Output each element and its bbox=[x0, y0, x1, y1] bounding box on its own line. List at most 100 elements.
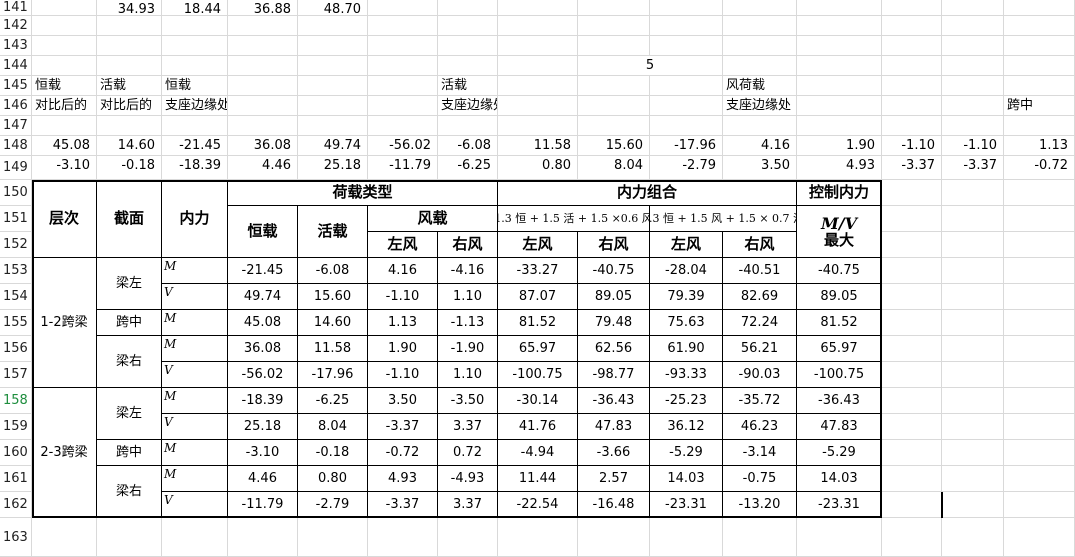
table-cell[interactable]: -4.94 bbox=[498, 440, 578, 466]
empty-cell[interactable] bbox=[97, 36, 162, 56]
cell[interactable]: 支座边缘处 bbox=[723, 96, 797, 116]
cell[interactable]: -11.79 bbox=[368, 156, 438, 180]
empty-cell[interactable] bbox=[1004, 232, 1075, 258]
cell[interactable]: 8.04 bbox=[578, 156, 650, 180]
empty-cell[interactable] bbox=[1004, 116, 1075, 136]
empty-cell[interactable] bbox=[797, 16, 882, 36]
table-cell[interactable]: 79.48 bbox=[578, 310, 650, 336]
cell[interactable]: -21.45 bbox=[162, 136, 228, 156]
table-cell[interactable]: 72.24 bbox=[723, 310, 797, 336]
table-cell[interactable]: 75.63 bbox=[650, 310, 723, 336]
empty-cell[interactable] bbox=[298, 16, 368, 36]
empty-cell[interactable] bbox=[882, 362, 942, 388]
table-cell[interactable]: -18.39 bbox=[228, 388, 298, 414]
empty-cell[interactable] bbox=[797, 116, 882, 136]
empty-cell[interactable] bbox=[797, 0, 882, 16]
table-cell[interactable]: -98.77 bbox=[578, 362, 650, 388]
table-cell[interactable]: 56.21 bbox=[723, 336, 797, 362]
table-cell[interactable]: -40.51 bbox=[723, 258, 797, 284]
empty-cell[interactable] bbox=[1004, 16, 1075, 36]
empty-cell[interactable] bbox=[1004, 258, 1075, 284]
empty-cell[interactable] bbox=[882, 310, 942, 336]
empty-cell[interactable] bbox=[723, 36, 797, 56]
empty-cell[interactable] bbox=[882, 96, 942, 116]
empty-cell[interactable] bbox=[438, 36, 498, 56]
cell[interactable]: -6.08 bbox=[438, 136, 498, 156]
empty-cell[interactable] bbox=[1004, 388, 1075, 414]
empty-cell[interactable] bbox=[723, 0, 797, 16]
cell[interactable]: 49.74 bbox=[298, 136, 368, 156]
table-cell[interactable]: 25.18 bbox=[228, 414, 298, 440]
empty-cell[interactable] bbox=[578, 96, 650, 116]
empty-cell[interactable] bbox=[498, 518, 578, 557]
cell[interactable]: -0.72 bbox=[1004, 156, 1075, 180]
empty-cell[interactable] bbox=[97, 16, 162, 36]
empty-cell[interactable] bbox=[32, 116, 97, 136]
cell[interactable]: -3.37 bbox=[942, 156, 1004, 180]
cell[interactable]: -1.10 bbox=[882, 136, 942, 156]
cell[interactable]: 4.93 bbox=[797, 156, 882, 180]
table-cell[interactable]: -40.75 bbox=[797, 258, 882, 284]
cell[interactable]: 恒载 bbox=[162, 76, 228, 96]
empty-cell[interactable] bbox=[368, 16, 438, 36]
empty-cell[interactable] bbox=[498, 56, 578, 76]
table-cell[interactable]: -1.10 bbox=[368, 362, 438, 388]
table-cell[interactable]: 4.46 bbox=[228, 466, 298, 492]
empty-cell[interactable] bbox=[650, 518, 723, 557]
row-header[interactable]: 160 bbox=[0, 440, 32, 466]
table-cell[interactable]: 0.80 bbox=[298, 466, 368, 492]
empty-cell[interactable] bbox=[32, 36, 97, 56]
table-cell[interactable]: 4.16 bbox=[368, 258, 438, 284]
empty-cell[interactable] bbox=[368, 36, 438, 56]
empty-cell[interactable] bbox=[298, 116, 368, 136]
row-header[interactable]: 148 bbox=[0, 136, 32, 156]
empty-cell[interactable] bbox=[578, 16, 650, 36]
empty-cell[interactable] bbox=[498, 76, 578, 96]
row-header[interactable]: 157 bbox=[0, 362, 32, 388]
cell[interactable]: -1.10 bbox=[942, 136, 1004, 156]
empty-cell[interactable] bbox=[228, 76, 298, 96]
empty-cell[interactable] bbox=[797, 96, 882, 116]
table-cell[interactable]: 14.03 bbox=[650, 466, 723, 492]
cell[interactable]: 活载 bbox=[97, 76, 162, 96]
table-cell[interactable]: -36.43 bbox=[797, 388, 882, 414]
empty-cell[interactable] bbox=[578, 116, 650, 136]
table-cell[interactable]: -3.14 bbox=[723, 440, 797, 466]
table-cell[interactable]: 1.90 bbox=[368, 336, 438, 362]
table-cell[interactable]: 1.10 bbox=[438, 284, 498, 310]
cell[interactable]: 对比后的 bbox=[32, 96, 97, 116]
table-cell[interactable]: -0.18 bbox=[298, 440, 368, 466]
empty-cell[interactable] bbox=[368, 0, 438, 16]
empty-cell[interactable] bbox=[942, 232, 1004, 258]
empty-cell[interactable] bbox=[882, 56, 942, 76]
empty-cell[interactable] bbox=[228, 518, 298, 557]
table-cell[interactable]: -22.54 bbox=[498, 492, 578, 518]
empty-cell[interactable] bbox=[368, 56, 438, 76]
empty-cell[interactable] bbox=[942, 56, 1004, 76]
table-cell[interactable]: -11.79 bbox=[228, 492, 298, 518]
empty-cell[interactable] bbox=[498, 16, 578, 36]
empty-cell[interactable] bbox=[1004, 362, 1075, 388]
cell[interactable]: -3.10 bbox=[32, 156, 97, 180]
table-cell[interactable]: 65.97 bbox=[797, 336, 882, 362]
table-cell[interactable]: 46.23 bbox=[723, 414, 797, 440]
empty-cell[interactable] bbox=[882, 116, 942, 136]
empty-cell[interactable] bbox=[882, 16, 942, 36]
empty-cell[interactable] bbox=[1004, 492, 1075, 518]
table-cell[interactable]: -21.45 bbox=[228, 258, 298, 284]
table-cell[interactable]: -25.23 bbox=[650, 388, 723, 414]
empty-cell[interactable] bbox=[298, 518, 368, 557]
empty-cell[interactable] bbox=[162, 518, 228, 557]
empty-cell[interactable] bbox=[650, 116, 723, 136]
table-cell[interactable]: -4.93 bbox=[438, 466, 498, 492]
table-cell[interactable]: -30.14 bbox=[498, 388, 578, 414]
table-cell[interactable]: -17.96 bbox=[298, 362, 368, 388]
empty-cell[interactable] bbox=[97, 116, 162, 136]
empty-cell[interactable] bbox=[882, 440, 942, 466]
row-header[interactable]: 142 bbox=[0, 16, 32, 36]
table-cell[interactable]: -3.37 bbox=[368, 414, 438, 440]
row-header[interactable]: 162 bbox=[0, 492, 32, 518]
row-header[interactable]: 147 bbox=[0, 116, 32, 136]
empty-cell[interactable] bbox=[498, 36, 578, 56]
empty-cell[interactable] bbox=[438, 16, 498, 36]
